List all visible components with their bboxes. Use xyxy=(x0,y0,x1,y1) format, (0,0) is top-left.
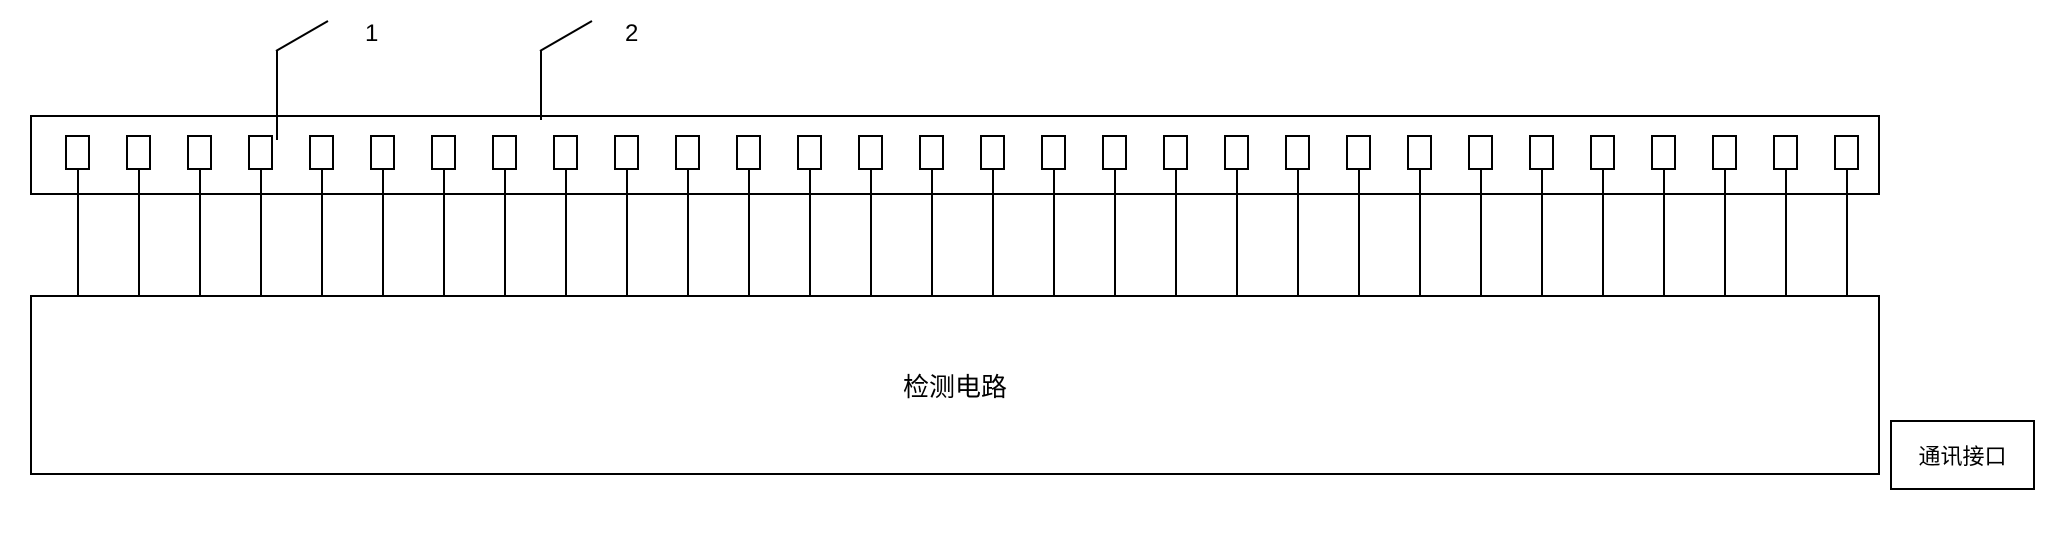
sensor-box xyxy=(492,135,517,170)
sensor-box xyxy=(553,135,578,170)
connector-line xyxy=(748,170,750,295)
sensor-box xyxy=(980,135,1005,170)
sensor-box xyxy=(858,135,883,170)
connector-line xyxy=(626,170,628,295)
connector-line xyxy=(382,170,384,295)
callout-1-line-h xyxy=(276,20,329,52)
sensor-box xyxy=(919,135,944,170)
connector-line xyxy=(992,170,994,295)
connector-line xyxy=(1419,170,1421,295)
connector-line xyxy=(77,170,79,295)
sensor-box xyxy=(1224,135,1249,170)
connector-line xyxy=(1297,170,1299,295)
sensor-box xyxy=(797,135,822,170)
comm-interface: 通讯接口 xyxy=(1890,420,2035,490)
connector-line xyxy=(870,170,872,295)
connector-line xyxy=(199,170,201,295)
connector-line xyxy=(1236,170,1238,295)
connector-line xyxy=(443,170,445,295)
connector-line xyxy=(1053,170,1055,295)
connector-line xyxy=(1114,170,1116,295)
sensor-box xyxy=(1285,135,1310,170)
connector-line xyxy=(1175,170,1177,295)
connector-line xyxy=(138,170,140,295)
sensor-box xyxy=(248,135,273,170)
sensor-box xyxy=(1712,135,1737,170)
sensor-box xyxy=(1407,135,1432,170)
sensor-box xyxy=(1834,135,1859,170)
connector-line xyxy=(1358,170,1360,295)
connector-line xyxy=(1663,170,1665,295)
sensor-box xyxy=(736,135,761,170)
callout-2-line-v xyxy=(540,50,542,120)
sensor-box xyxy=(309,135,334,170)
connector-line xyxy=(1541,170,1543,295)
sensor-box xyxy=(1041,135,1066,170)
connector-line xyxy=(687,170,689,295)
callout-2-line-h xyxy=(540,20,593,52)
sensor-box xyxy=(370,135,395,170)
sensor-box xyxy=(675,135,700,170)
callout-1-label: 1 xyxy=(365,20,378,48)
connector-line xyxy=(321,170,323,295)
connector-line xyxy=(809,170,811,295)
sensor-box xyxy=(1346,135,1371,170)
connector-line xyxy=(1724,170,1726,295)
sensor-box xyxy=(126,135,151,170)
sensor-box xyxy=(431,135,456,170)
sensor-box xyxy=(1529,135,1554,170)
detection-circuit-label: 检测电路 xyxy=(903,367,1007,404)
connector-line xyxy=(504,170,506,295)
sensor-box xyxy=(187,135,212,170)
diagram-root: 1 2 检测电路 通讯接口 xyxy=(20,20,2047,520)
comm-interface-label: 通讯接口 xyxy=(1918,439,2006,471)
connector-line xyxy=(931,170,933,295)
connector-line xyxy=(1602,170,1604,295)
sensor-box xyxy=(1773,135,1798,170)
detection-circuit: 检测电路 xyxy=(30,295,1880,475)
connector-line xyxy=(1480,170,1482,295)
connector-line xyxy=(1785,170,1787,295)
connector-line xyxy=(565,170,567,295)
sensor-box xyxy=(1651,135,1676,170)
sensor-box xyxy=(65,135,90,170)
connector-line xyxy=(1846,170,1848,295)
connector-line xyxy=(260,170,262,295)
callout-2-label: 2 xyxy=(625,20,638,48)
sensor-box xyxy=(1163,135,1188,170)
sensor-box xyxy=(1102,135,1127,170)
sensor-box xyxy=(1468,135,1493,170)
sensor-box xyxy=(614,135,639,170)
sensor-box xyxy=(1590,135,1615,170)
